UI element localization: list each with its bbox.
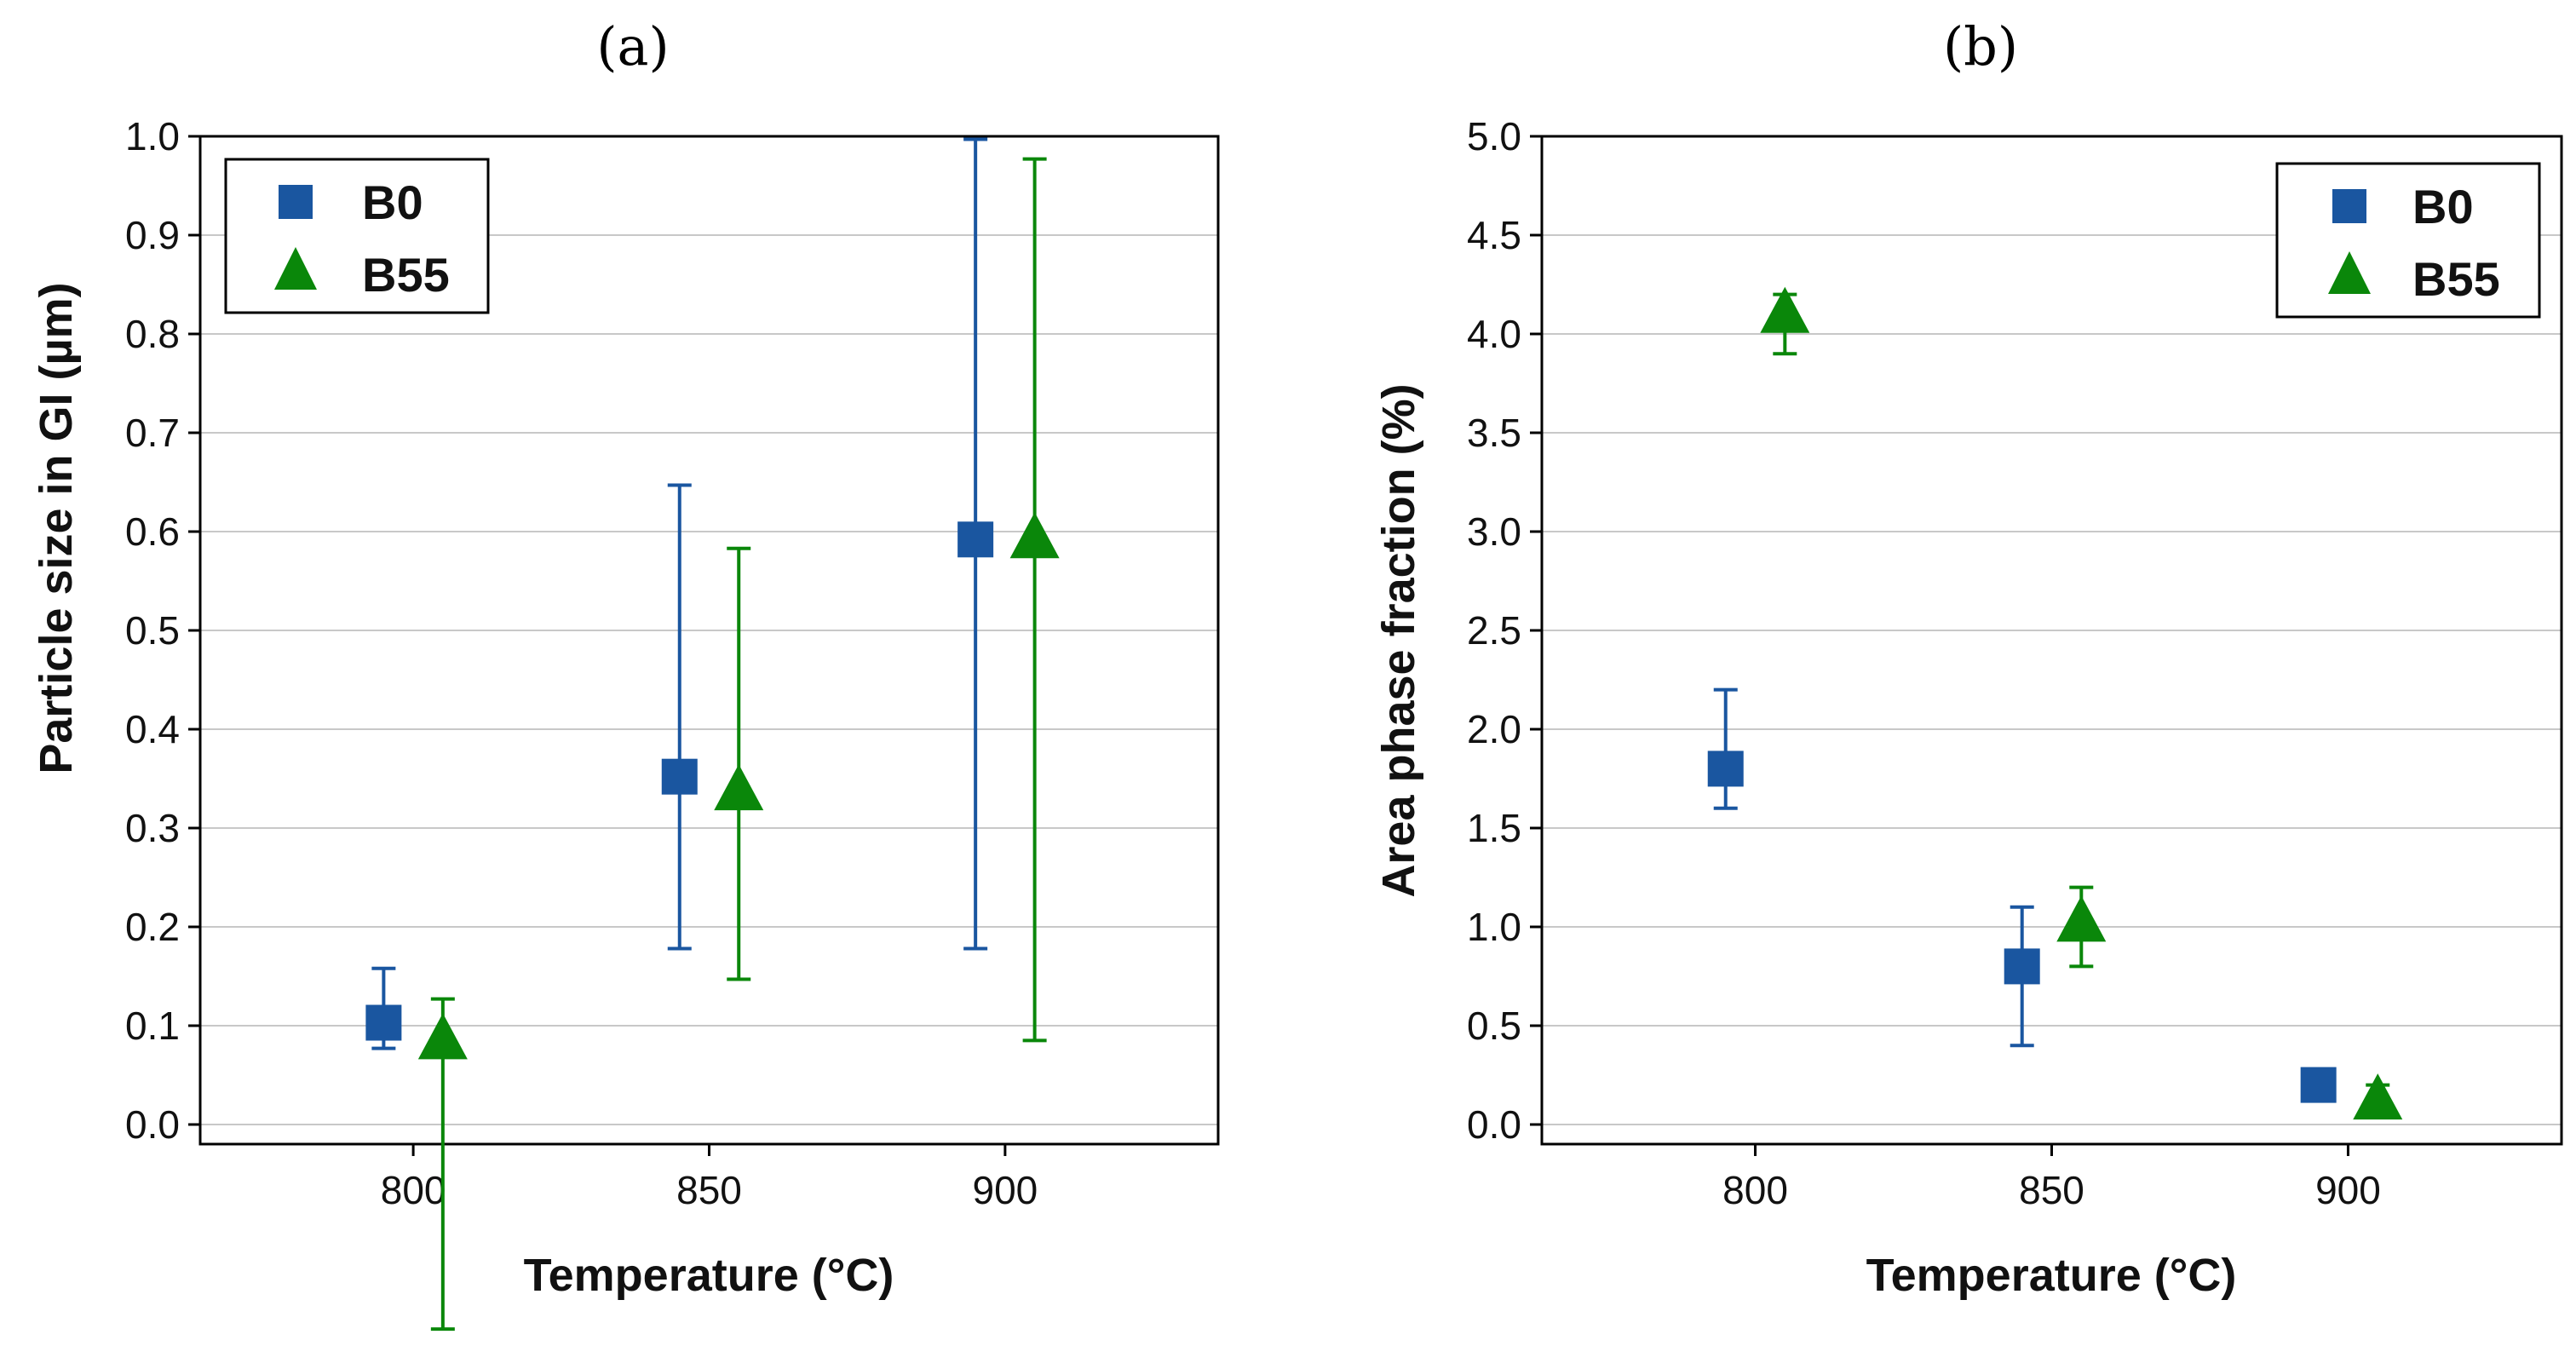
y-tick-label: 1.5	[1467, 806, 1521, 850]
b0-point	[2004, 948, 2040, 985]
panel-b-series	[1707, 286, 2403, 1120]
y-tick-label: 0.8	[125, 312, 180, 356]
y-tick-label: 0.2	[125, 905, 180, 949]
y-tick-label: 0.9	[125, 213, 180, 257]
panel-b-x-ticks: 800 850 900	[1722, 1144, 2381, 1212]
panel-b-x-axis-title: Temperature (°C)	[1866, 1250, 2237, 1301]
b55-point	[1009, 512, 1060, 559]
b0-point	[661, 758, 698, 795]
x-tick-label: 850	[676, 1168, 742, 1212]
panel-a: (a) 0.0 0.1 0.2 0.3 0.4 0.5 0.6 0.7 0.8 0.9 1.0 80…	[31, 15, 1220, 1332]
x-tick-label: 900	[2315, 1168, 2381, 1212]
panel-b-label: (b)	[1943, 15, 2018, 78]
x-tick-label: 850	[2019, 1168, 2084, 1212]
y-tick-label: 0.4	[125, 707, 180, 751]
y-tick-label: 4.0	[1467, 312, 1521, 356]
panel-b-legend-b0-label: B0	[2412, 180, 2474, 233]
panel-b-legend: B0 B55	[2275, 162, 2541, 319]
panel-a-label: (a)	[596, 15, 669, 78]
x-tick-label: 800	[1722, 1168, 1788, 1212]
panel-b: (b) 0.0 0.5 1.0 1.5 2.0 2.5 3.0 3.5 4.0 4.5 5.0 80…	[1373, 15, 2563, 1301]
b55-point	[417, 1013, 468, 1060]
y-tick-label: 2.5	[1467, 608, 1521, 653]
x-tick-label: 800	[381, 1168, 446, 1212]
y-tick-label: 1.0	[125, 114, 180, 158]
y-tick-label: 4.5	[1467, 213, 1521, 257]
panel-a-legend-b0-label: B0	[362, 175, 423, 229]
panel-b-y-axis-title: Area phase fraction (%)	[1373, 383, 1424, 897]
b55-point	[2353, 1073, 2403, 1120]
y-tick-label: 2.0	[1467, 707, 1521, 751]
panel-a-series	[365, 137, 1060, 1332]
panel-a-legend-box	[224, 158, 490, 314]
b0-point	[365, 1004, 402, 1041]
panel-a-y-axis-title: Particle size in GI (µm)	[31, 282, 82, 774]
y-tick-label: 5.0	[1467, 114, 1521, 158]
b0-point	[957, 521, 994, 558]
panel-a-y-ticks: 0.0 0.1 0.2 0.3 0.4 0.5 0.6 0.7 0.8 0.9 1.0	[125, 114, 200, 1147]
panel-b-legend-b0-marker	[2332, 189, 2366, 223]
panel-a-legend: B0 B55	[224, 158, 490, 314]
y-tick-label: 0.0	[1467, 1102, 1521, 1147]
y-tick-label: 0.5	[125, 608, 180, 653]
y-tick-label: 3.5	[1467, 411, 1521, 455]
b55-point	[1760, 286, 1810, 333]
b55-point	[2056, 895, 2107, 942]
panel-a-x-ticks: 800 850 900	[381, 1144, 1038, 1212]
y-tick-label: 1.0	[1467, 905, 1521, 949]
y-tick-label: 0.3	[125, 806, 180, 850]
panel-b-legend-b55-label: B55	[2412, 252, 2500, 306]
b55-point	[714, 764, 764, 811]
panel-b-legend-b55-marker	[2328, 251, 2371, 294]
panel-a-legend-b0-marker	[279, 185, 313, 219]
y-tick-label: 3.0	[1467, 509, 1521, 554]
y-tick-label: 0.5	[1467, 1004, 1521, 1048]
y-tick-label: 0.7	[125, 411, 180, 455]
b0-point	[1707, 751, 1744, 787]
panel-b-y-ticks: 0.0 0.5 1.0 1.5 2.0 2.5 3.0 3.5 4.0 4.5 5.0	[1467, 114, 1542, 1147]
x-tick-label: 900	[973, 1168, 1038, 1212]
y-tick-label: 0.6	[125, 509, 180, 554]
panel-a-legend-b55-marker	[274, 247, 317, 290]
panel-a-legend-b55-label: B55	[362, 248, 450, 302]
y-tick-label: 0.0	[125, 1102, 180, 1147]
panel-a-x-axis-title: Temperature (°C)	[524, 1250, 894, 1301]
y-tick-label: 0.1	[125, 1004, 180, 1048]
b0-point	[2300, 1067, 2337, 1103]
panel-b-legend-box	[2275, 162, 2541, 319]
